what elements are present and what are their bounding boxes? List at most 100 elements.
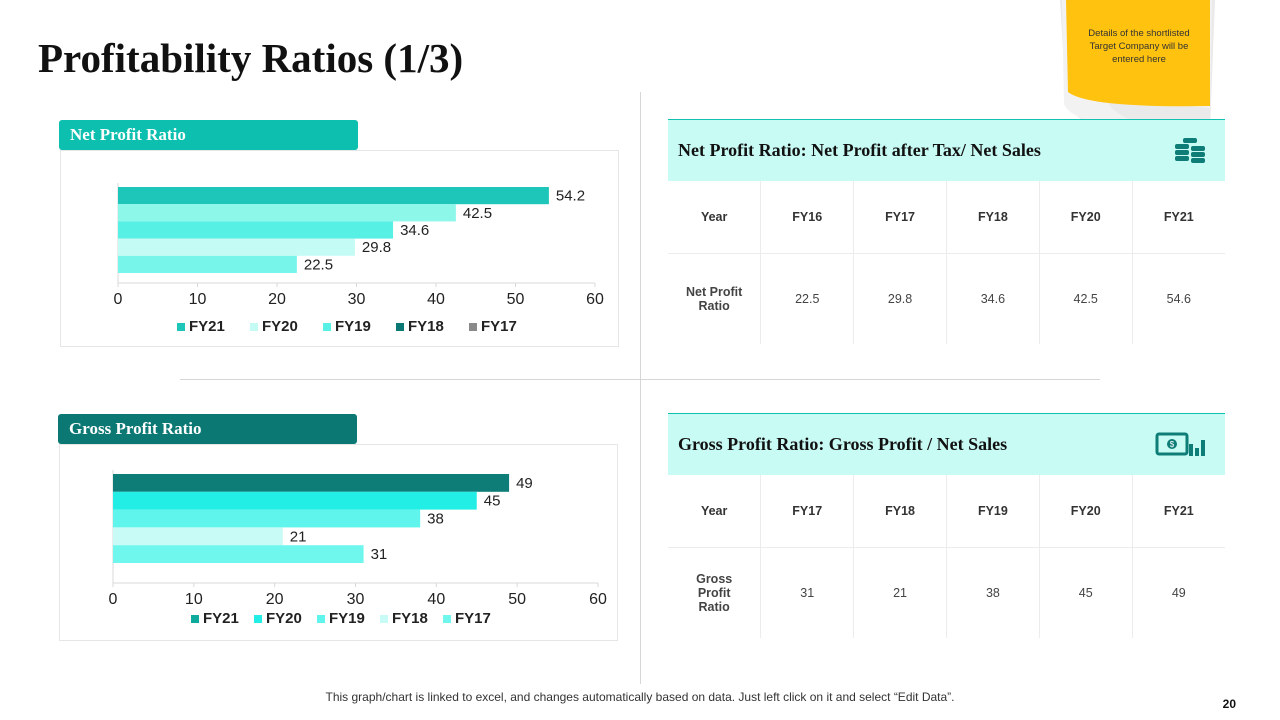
x-tick-label: 50	[507, 291, 525, 308]
bar-fy20[interactable]	[113, 491, 477, 510]
gross-profit-formula: Gross Profit Ratio: Gross Profit / Net S…	[678, 434, 1008, 454]
vertical-divider	[640, 92, 641, 684]
table-row-label: Gross Profit Ratio	[668, 547, 762, 638]
money-chart-icon: $	[1155, 432, 1205, 456]
x-tick-label: 10	[189, 291, 207, 308]
bar-fy20[interactable]	[118, 204, 456, 222]
legend-swatch	[177, 323, 185, 331]
x-tick-label: 40	[427, 591, 445, 608]
table-header-cell: FY21	[1132, 181, 1225, 254]
bar-fy17[interactable]	[118, 255, 297, 273]
table-header-cell: FY20	[1039, 181, 1133, 254]
legend-item: FY17	[455, 610, 491, 627]
table-cell: 42.5	[1039, 253, 1133, 344]
data-label-bg	[422, 510, 463, 527]
legend-item: FY19	[329, 610, 365, 627]
table-row-label: Net Profit Ratio	[668, 253, 762, 344]
legend-item: FY20	[266, 610, 302, 627]
data-label-bg	[365, 546, 406, 562]
gross-profit-panel-header: Gross Profit Ratio: Gross Profit / Net S…	[668, 413, 1225, 475]
data-label: 21	[290, 528, 307, 545]
legend-item: FY18	[392, 610, 428, 627]
table-header-cell: FY20	[1039, 475, 1133, 548]
horizontal-divider	[180, 379, 1100, 380]
bar-fy21[interactable]	[113, 474, 510, 492]
table-header-cell: FY21	[1132, 475, 1225, 548]
table-header-year: Year	[668, 475, 762, 548]
table-cell: 54.6	[1166, 292, 1191, 306]
bar-fy18[interactable]	[118, 238, 355, 256]
legend-swatch	[323, 323, 331, 331]
data-label: 49	[516, 475, 533, 492]
table-header-cell: FY18	[853, 475, 947, 548]
gross-profit-banner: Gross Profit Ratio	[58, 414, 357, 444]
legend-swatch	[396, 323, 404, 331]
legend-swatch	[254, 615, 262, 623]
data-label-bg	[284, 528, 325, 545]
net-profit-panel-header: Net Profit Ratio: Net Profit after Tax/ …	[668, 119, 1225, 181]
x-tick-label: 60	[586, 291, 604, 308]
table-cell: 34.6	[946, 253, 1040, 344]
legend-swatch	[469, 323, 477, 331]
table-cell: 21	[853, 547, 947, 638]
table-cell: 49	[1171, 586, 1186, 600]
data-label-bg	[356, 239, 397, 255]
table-cell: 45	[1039, 547, 1133, 638]
coins-icon	[1175, 138, 1205, 163]
x-tick-label: 20	[268, 291, 286, 308]
net-profit-formula: Net Profit Ratio: Net Profit after Tax/ …	[678, 140, 1041, 160]
sticky-note: Details of the shortlisted Target Compan…	[1060, 0, 1220, 135]
net-profit-banner: Net Profit Ratio	[59, 120, 358, 150]
legend-item: FY21	[203, 610, 239, 627]
footer-note: This graph/chart is linked to excel, and…	[325, 690, 955, 704]
data-label: 22.5	[304, 256, 333, 273]
x-tick-label: 40	[427, 291, 445, 308]
table-header-cell: FY17	[760, 475, 855, 548]
x-tick-label: 60	[589, 591, 607, 608]
data-label: 45	[484, 493, 501, 510]
bar-fy19[interactable]	[113, 509, 421, 528]
table-cell: 29.8	[853, 253, 947, 344]
legend-item: FY18	[408, 318, 444, 335]
legend-swatch	[250, 323, 258, 331]
data-label: 31	[371, 546, 388, 563]
x-tick-label: 30	[347, 591, 365, 608]
table-header-year: Year	[668, 181, 762, 254]
sticky-note-text: Details of the shortlisted Target Compan…	[1088, 28, 1190, 65]
data-label: 42.5	[463, 205, 492, 222]
table-header-cell: FY17	[853, 181, 947, 254]
svg-text:$: $	[1170, 440, 1175, 449]
bar-fy19[interactable]	[118, 221, 394, 239]
net-profit-chart[interactable]: 0 10 20 30 40 50 60 54.2 42.5 34.6 29.8 22.5 FY21 FY2…	[60, 150, 619, 347]
data-label-bg	[298, 256, 339, 272]
gross-profit-chart[interactable]: 0 10 20 30 40 50 60 49 45 38 21 31 FY21 FY20 FY19 FY18 F…	[59, 444, 618, 641]
x-tick-label: 10	[185, 591, 203, 608]
x-tick-label: 50	[508, 591, 526, 608]
legend-item: FY17	[481, 318, 517, 335]
legend-swatch	[380, 615, 388, 623]
net-profit-table: Year FY16 FY17 FY18 FY20 FY21 Net Profit…	[668, 181, 1225, 344]
x-tick-label: 0	[109, 591, 118, 608]
legend-swatch	[317, 615, 325, 623]
x-tick-label: 20	[266, 591, 284, 608]
table-header-cell: FY16	[760, 181, 855, 254]
legend-swatch	[191, 615, 199, 623]
page-title: Profitability Ratios (1/3)	[38, 35, 464, 81]
bar-fy21[interactable]	[118, 187, 549, 205]
table-cell: 38	[946, 547, 1040, 638]
table-header-cell: FY18	[946, 181, 1040, 254]
data-label-bg	[457, 205, 498, 221]
table-cell: 22.5	[760, 253, 855, 344]
x-tick-label: 30	[348, 291, 366, 308]
data-label: 54.2	[556, 188, 585, 205]
page-number: 20	[1222, 697, 1236, 711]
data-label: 38	[427, 511, 444, 528]
x-tick-label: 0	[114, 291, 123, 308]
data-label-bg	[478, 492, 519, 509]
legend-item: FY19	[335, 318, 371, 335]
data-label: 34.6	[400, 222, 429, 239]
bar-fy17[interactable]	[113, 545, 364, 563]
bar-fy18[interactable]	[113, 527, 283, 546]
gross-profit-table: Year FY17 FY18 FY19 FY20 FY21 Gross Prof…	[668, 475, 1225, 638]
data-label-bg	[395, 222, 436, 238]
